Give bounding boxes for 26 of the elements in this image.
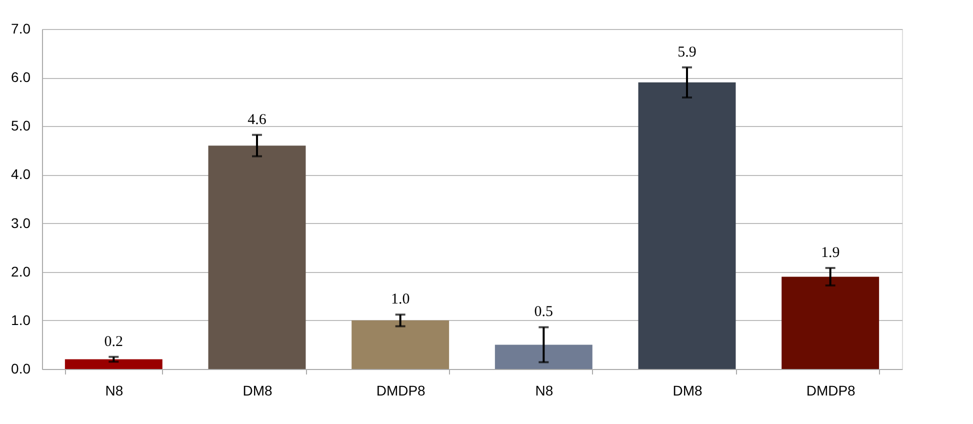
y-tick-label: 0.0 xyxy=(11,360,31,376)
data-label: 0.5 xyxy=(534,304,554,320)
data-label: 5.9 xyxy=(678,44,696,60)
bar xyxy=(352,320,450,369)
y-tick-label: 6.0 xyxy=(11,69,31,86)
x-tick-label: DMDP8 xyxy=(376,382,426,398)
y-tick-label: 2.0 xyxy=(11,263,31,280)
bar xyxy=(208,146,306,369)
x-tick-label: DMDP8 xyxy=(806,382,856,398)
bar xyxy=(64,359,162,369)
x-tick-label: DM8 xyxy=(672,382,702,398)
y-tick-label: 7.0 xyxy=(11,20,31,36)
y-tick-label: 4.0 xyxy=(11,166,31,182)
data-label: 1.9 xyxy=(820,244,840,261)
data-label: 4.6 xyxy=(248,112,267,128)
data-label: 1.0 xyxy=(390,292,410,308)
y-tick-label: 1.0 xyxy=(11,312,31,328)
bar xyxy=(494,344,592,369)
bar xyxy=(782,276,880,369)
x-tick-label: N8 xyxy=(105,382,124,398)
y-tick-label: 5.0 xyxy=(11,118,31,134)
x-tick-label: N8 xyxy=(535,382,554,398)
y-tick-label: 3.0 xyxy=(11,214,31,231)
bar xyxy=(638,82,736,369)
x-tick-label: DM8 xyxy=(242,382,272,398)
data-label: 0.2 xyxy=(104,334,124,350)
